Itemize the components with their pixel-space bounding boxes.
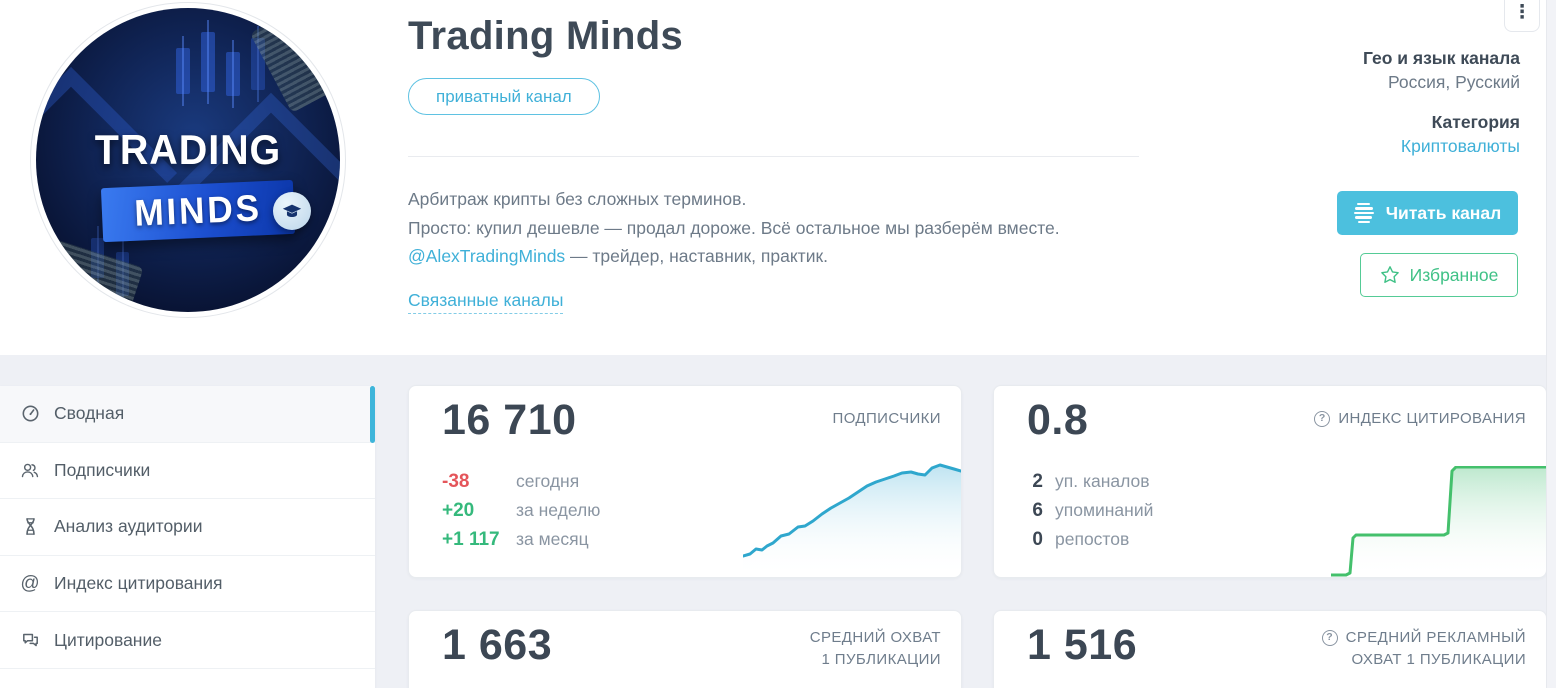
sidebar-item-label: Сводная [54,403,125,424]
geo-language-value: Россия, Русский [1387,72,1520,92]
active-item-indicator [370,386,375,443]
sidebar-item-label: Анализ аудитории [54,516,203,537]
avg-ad-reach-label-line1: СРЕДНИЙ РЕКЛАМНЫЙ [1345,629,1526,646]
sidebar-item-citations[interactable]: Цитирование [0,612,375,669]
gauge-icon [20,404,40,424]
stat-metric: упоминаний [1055,500,1154,520]
stat-count: 6 [1032,500,1043,521]
private-channel-badge: приватный канал [408,78,600,115]
description-line-2: Просто: купил дешевле — продал дороже. В… [408,217,1060,238]
at-sign-icon: @ [20,573,40,595]
subscribers-count: 16 710 [442,396,577,444]
sidebar-item-citation-index[interactable]: @ Индекс цитирования [0,556,375,613]
stat-metric: уп. каналов [1055,471,1150,491]
delta-period: за месяц [516,529,589,549]
channel-avatar-image: TRADING MINDS [36,8,340,312]
category-value-link[interactable]: Криптовалюты [1400,136,1520,156]
favorite-label: Избранное [1409,264,1499,285]
avg-ad-reach-value: 1 516 [1027,621,1138,669]
stat-count: 2 [1032,471,1043,492]
sidebar-item-label: Подписчики [54,459,151,480]
delta-row-today: -38 сегодня [442,471,600,500]
avatar-decor-candlestick [116,252,129,296]
sidebar: Сводная Подписчики Анализ аудитории @ Ин… [0,386,375,688]
stat-count: 0 [1032,529,1043,550]
channel-avatar: TRADING MINDS [30,2,346,318]
people-icon [20,460,40,480]
mention-link[interactable]: @AlexTradingMinds [408,246,566,266]
delta-row-week: +20 за неделю [442,500,600,529]
avatar-decor-candlestick [251,38,265,90]
related-channels-link[interactable]: Связанные каналы [408,290,564,314]
stat-row-channels: 2 уп. каналов [1027,471,1153,500]
sidebar-item-label: Индекс цитирования [54,573,223,594]
subscribers-sparkline-chart [743,463,961,577]
chat-bubbles-icon [20,630,40,650]
delta-row-month: +1 117 за месяц [442,529,600,558]
citation-sparkline-chart [1331,466,1546,577]
read-channel-label: Читать канал [1385,202,1502,223]
scrollbar-track[interactable] [1546,0,1556,688]
delta-period: сегодня [516,471,580,491]
avatar-decor-candlestick [226,52,240,96]
avg-reach-card: 1 663 СРЕДНИЙ ОХВАТ 1 ПУБЛИКАЦИИ [408,610,962,688]
avatar-decor-candlestick [91,238,104,278]
help-icon[interactable]: ? [1314,410,1331,427]
avatar-decor-candlestick [176,48,190,94]
kebab-menu-icon: ⋮ [1512,2,1532,23]
sidebar-item-summary[interactable]: Сводная [0,386,375,443]
avatar-decor-dollar-bill [249,8,340,113]
read-channel-button[interactable]: Читать канал [1337,191,1518,235]
favorite-button[interactable]: Избранное [1360,253,1518,297]
avg-reach-label: СРЕДНИЙ ОХВАТ 1 ПУБЛИКАЦИИ [810,627,941,671]
avatar-text-trading: TRADING [94,126,282,173]
delta-period: за неделю [516,500,601,520]
avatar-banner: MINDS [100,179,296,243]
avatar-text-minds: MINDS [133,187,263,234]
category-label: Категория [1431,112,1520,132]
stat-row-mentions: 6 упоминаний [1027,500,1153,529]
dna-icon [20,517,40,537]
channel-description: Арбитраж крипты без сложных терминов. Пр… [408,185,1148,271]
avg-ad-reach-label-line2: ОХВАТ 1 ПУБЛИКАЦИИ [1351,651,1526,668]
sidebar-item-audience-analysis[interactable]: Анализ аудитории [0,499,375,556]
subscribers-card-label: ПОДПИСЧИКИ [832,410,941,427]
citation-index-card: 0.8 ? ИНДЕКС ЦИТИРОВАНИЯ 2 уп. каналов 6… [993,385,1547,578]
star-icon [1380,265,1400,285]
avatar-decor-candlestick [201,32,215,92]
avg-reach-value: 1 663 [442,621,553,669]
citation-label-text: ИНДЕКС ЦИТИРОВАНИЯ [1338,410,1526,427]
sidebar-item-subscribers[interactable]: Подписчики [0,443,375,500]
avg-reach-label-line1: СРЕДНИЙ ОХВАТ [809,629,941,646]
mention-suffix: — трейдер, наставник, практик. [565,246,828,266]
delta-value: +20 [442,500,475,521]
citation-stats: 2 уп. каналов 6 упоминаний 0 репостов [1027,471,1153,558]
subscribers-deltas: -38 сегодня +20 за неделю +1 117 за меся… [442,471,600,558]
avg-ad-reach-card: 1 516 ? СРЕДНИЙ РЕКЛАМНЫЙ ОХВАТ 1 ПУБЛИК… [993,610,1547,688]
graduation-cap-icon [273,192,311,230]
sidebar-item-label: Цитирование [54,629,162,650]
delta-value: +1 117 [442,529,500,550]
page-title: Trading Minds [408,14,684,58]
description-line-3: @AlexTradingMinds — трейдер, наставник, … [408,242,1148,271]
stat-metric: репостов [1055,529,1130,549]
channel-info-panel: Гео и язык канала Россия, Русский Катего… [1363,46,1520,158]
header-divider [408,156,1139,157]
subscribers-card: 16 710 ПОДПИСЧИКИ -38 сегодня +20 за нед… [408,385,962,578]
geo-language-label: Гео и язык канала [1362,48,1520,68]
help-icon[interactable]: ? [1321,630,1338,646]
avg-ad-reach-label: ? СРЕДНИЙ РЕКЛАМНЫЙ ОХВАТ 1 ПУБЛИКАЦИИ [1321,627,1526,671]
citation-card-label: ? ИНДЕКС ЦИТИРОВАНИЯ [1314,410,1526,427]
stat-row-reposts: 0 репостов [1027,529,1153,558]
citation-index-value: 0.8 [1027,396,1089,444]
description-line-1: Арбитраж крипты без сложных терминов. [408,189,747,209]
more-menu-button[interactable]: ⋮ [1504,0,1540,32]
avg-reach-label-line2: 1 ПУБЛИКАЦИИ [821,651,941,668]
read-channel-icon [1353,203,1374,223]
delta-value: -38 [442,471,470,492]
